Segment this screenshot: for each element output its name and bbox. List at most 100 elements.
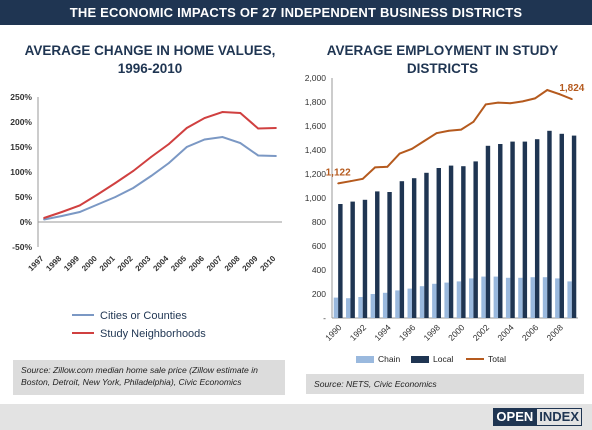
legend-swatch-chain bbox=[356, 356, 374, 363]
left-series-line-0 bbox=[43, 135, 277, 221]
total-data-label: 1,122 bbox=[326, 167, 351, 178]
chain-bar bbox=[333, 297, 339, 318]
left-series-point bbox=[150, 175, 152, 177]
legend-label-local: Local bbox=[433, 354, 453, 364]
total-point bbox=[423, 140, 426, 142]
chain-bar bbox=[481, 276, 486, 318]
left-series-point bbox=[60, 211, 63, 213]
right-x-tick-label: 1998 bbox=[422, 322, 443, 343]
left-x-tick-label: 1998 bbox=[44, 254, 63, 273]
chain-bar bbox=[370, 294, 376, 318]
chain-bar bbox=[407, 288, 412, 318]
total-point bbox=[534, 97, 536, 100]
local-bar bbox=[510, 141, 515, 318]
banner-title: THE ECONOMIC IMPACTS OF 27 INDEPENDENT B… bbox=[0, 0, 592, 25]
right-x-tick-label: 2000 bbox=[446, 322, 467, 343]
right-y-tick-label: 1,600 bbox=[305, 121, 327, 131]
local-bar bbox=[399, 181, 405, 318]
local-bar bbox=[424, 172, 429, 318]
total-point bbox=[435, 132, 438, 135]
left-x-tick-label: 2006 bbox=[187, 254, 206, 273]
left-x-tick-label: 2003 bbox=[134, 254, 153, 273]
left-series-point bbox=[275, 155, 277, 157]
right-chart-title-line2: DISTRICTS bbox=[406, 61, 479, 76]
employment-chart: - 200 400 600 800 1,000 1,200 1,400 1,600 1,800 2,… bbox=[305, 73, 585, 364]
local-bar bbox=[350, 201, 355, 318]
left-series-point bbox=[78, 211, 81, 213]
left-y-tick-label: 150% bbox=[10, 142, 32, 152]
left-x-tick-label: 2004 bbox=[151, 254, 170, 273]
total-line bbox=[337, 88, 573, 185]
left-series-point bbox=[221, 111, 224, 113]
total-point bbox=[337, 182, 340, 185]
right-y-tick-label: - bbox=[323, 313, 326, 323]
left-legend-label-0: Cities or Counties bbox=[100, 310, 187, 322]
right-source-note: Source: NETS, Civic Economics bbox=[306, 374, 584, 394]
left-series-line-1 bbox=[43, 110, 277, 219]
total-point bbox=[361, 177, 364, 180]
left-series-point bbox=[60, 215, 63, 217]
left-series-point bbox=[96, 193, 99, 196]
left-series-point bbox=[43, 218, 45, 221]
left-y-tick-label: 50% bbox=[15, 192, 32, 202]
left-series-point bbox=[168, 162, 170, 164]
chain-bar bbox=[419, 286, 425, 318]
left-series-point bbox=[257, 154, 260, 157]
local-bar bbox=[362, 199, 368, 318]
left-x-tick-label: 2010 bbox=[258, 254, 277, 273]
local-bar bbox=[498, 144, 503, 318]
chain-bar bbox=[469, 278, 474, 318]
left-x-tick-label: 2009 bbox=[241, 254, 260, 273]
legend-label-chain: Chain bbox=[378, 354, 400, 364]
left-x-tick-label: 2002 bbox=[116, 254, 135, 273]
right-y-tick-label: 200 bbox=[312, 289, 326, 299]
left-chart-title: AVERAGE CHANGE IN HOME VALUES, 1996-2010 bbox=[10, 42, 290, 78]
right-y-tick-label: 1,800 bbox=[305, 97, 327, 107]
right-y-tick-label: 1,400 bbox=[305, 145, 327, 155]
openindex-logo: OPEN INDEX bbox=[493, 408, 582, 426]
left-y-tick-label: 0% bbox=[20, 217, 33, 227]
total-point bbox=[558, 93, 561, 96]
total-point bbox=[521, 100, 524, 103]
logo-part-open: OPEN bbox=[493, 408, 537, 426]
total-point bbox=[546, 89, 549, 91]
left-chart-title-line1: AVERAGE CHANGE IN HOME VALUES, bbox=[24, 43, 276, 58]
legend-swatch-local bbox=[411, 356, 429, 363]
left-y-tick-label: 100% bbox=[10, 167, 32, 177]
local-bar bbox=[338, 204, 343, 318]
local-bar bbox=[461, 166, 466, 318]
chain-bar bbox=[505, 277, 511, 318]
chain-bar bbox=[395, 290, 400, 318]
left-series-point bbox=[96, 203, 99, 206]
total-point bbox=[349, 180, 352, 183]
left-y-tick-label: 200% bbox=[10, 117, 32, 127]
local-bar bbox=[473, 161, 478, 318]
left-x-tick-label: 1997 bbox=[26, 254, 45, 273]
left-series-point bbox=[239, 112, 242, 114]
left-x-tick-label: 2001 bbox=[98, 254, 117, 273]
left-series-point bbox=[221, 136, 224, 138]
left-series-point bbox=[275, 127, 277, 129]
right-x-tick-label: 2006 bbox=[520, 322, 541, 343]
chain-bar bbox=[518, 277, 523, 318]
right-x-tick-label: 1996 bbox=[397, 322, 418, 343]
right-x-tick-label: 1990 bbox=[323, 322, 344, 343]
local-bar bbox=[534, 139, 540, 318]
right-x-tick-label: 2002 bbox=[471, 322, 492, 343]
local-bar bbox=[485, 145, 491, 318]
right-y-tick-label: 2,000 bbox=[305, 73, 327, 83]
right-x-tick-label: 1992 bbox=[348, 322, 369, 343]
total-point bbox=[497, 101, 499, 104]
left-series-point bbox=[78, 204, 81, 207]
left-source-note: Source: Zillow.com median home sale pric… bbox=[13, 360, 285, 395]
local-bar bbox=[375, 191, 380, 318]
total-point bbox=[570, 98, 573, 101]
footer-bar: OPEN INDEX bbox=[0, 404, 592, 430]
right-y-tick-label: 1,000 bbox=[305, 193, 327, 203]
left-x-tick-label: 1999 bbox=[62, 254, 81, 273]
left-x-tick-label: 2005 bbox=[169, 254, 188, 273]
chain-bar bbox=[542, 277, 548, 318]
left-series-point bbox=[132, 187, 135, 189]
local-bar bbox=[547, 130, 552, 318]
chain-bar bbox=[358, 297, 363, 318]
